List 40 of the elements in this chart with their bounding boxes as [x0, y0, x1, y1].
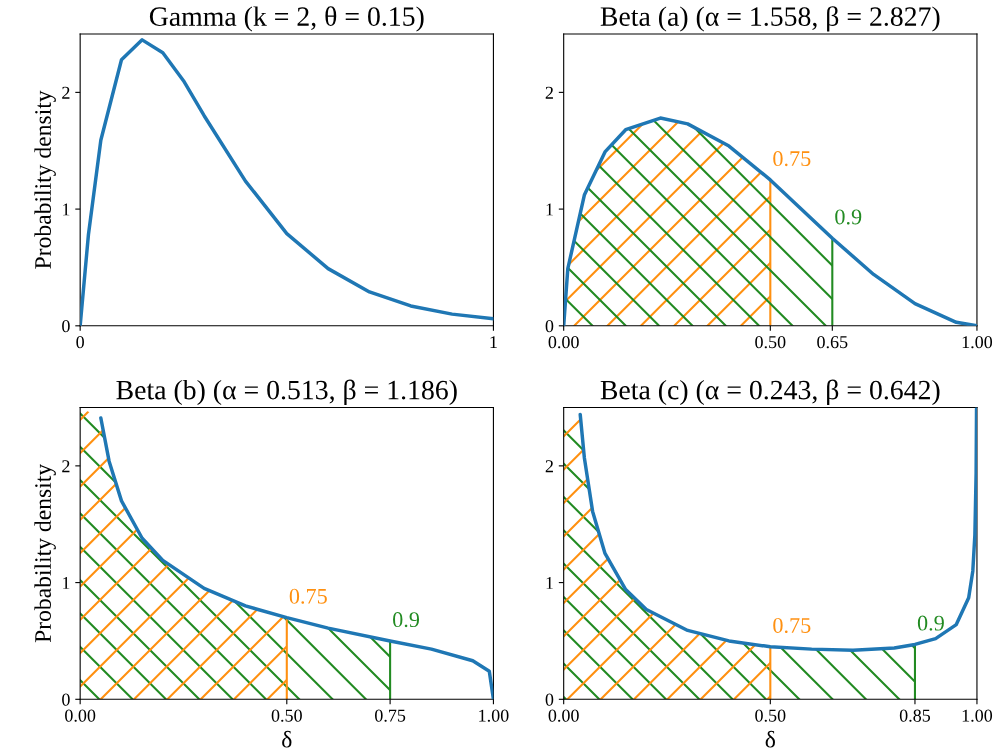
x-tick-label: 0.85	[899, 709, 931, 722]
series-label: 0.9	[917, 615, 944, 631]
x-tick-label: 0.00	[548, 709, 579, 722]
y-tick-label: 2	[545, 86, 553, 99]
series-label: 0.9	[393, 612, 420, 628]
x-tick-label: 1.00	[962, 336, 993, 349]
y-tick-label: 2	[62, 460, 70, 473]
x-tick-label: 0	[76, 336, 84, 349]
x-axis-title: δ	[765, 730, 775, 748]
x-tick-label: 0.65	[817, 336, 848, 349]
x-tick-label: 0.50	[755, 709, 786, 722]
y-tick-label: 1	[546, 203, 553, 216]
chart-title: Beta (b) (α = 0.513, β = 1.186)	[116, 379, 457, 406]
x-tick-label: 1.00	[479, 709, 509, 722]
x-tick-label: 0.00	[548, 336, 579, 349]
x-tick-label: 0.50	[271, 709, 302, 722]
y-axis-title: Probability density	[34, 90, 56, 269]
chart-title: Beta (a) (α = 1.558, β = 2.827)	[600, 6, 940, 32]
y-axis-title: Probability density	[34, 463, 56, 643]
y-tick-label: 1	[63, 576, 70, 589]
y-tick-label: 2	[545, 460, 553, 473]
y-tick-label: 0	[62, 320, 70, 333]
x-tick-label: 0.75	[375, 709, 406, 722]
series-label: 0.9	[835, 209, 862, 225]
y-tick-label: 0	[62, 693, 70, 706]
y-tick-label: 1	[546, 576, 553, 589]
x-tick-label: 0.00	[65, 709, 96, 722]
series-label: 0.75	[773, 617, 811, 634]
series-label: 0.75	[773, 151, 811, 167]
series-label: 0.75	[289, 588, 327, 604]
y-tick-label: 2	[62, 86, 70, 99]
x-tick-label: 1	[490, 336, 497, 349]
x-tick-label: 1.00	[962, 709, 993, 722]
y-tick-label: 0	[545, 320, 554, 333]
x-tick-label: 0.50	[755, 336, 786, 349]
chart-title: Beta (c) (α = 0.243, β = 0.642)	[600, 379, 940, 406]
y-tick-label: 1	[63, 203, 70, 216]
x-axis-title: δ	[282, 730, 292, 748]
y-tick-label: 0	[545, 693, 554, 706]
chart-title: Gamma (k = 2, θ = 0.15)	[149, 6, 424, 32]
